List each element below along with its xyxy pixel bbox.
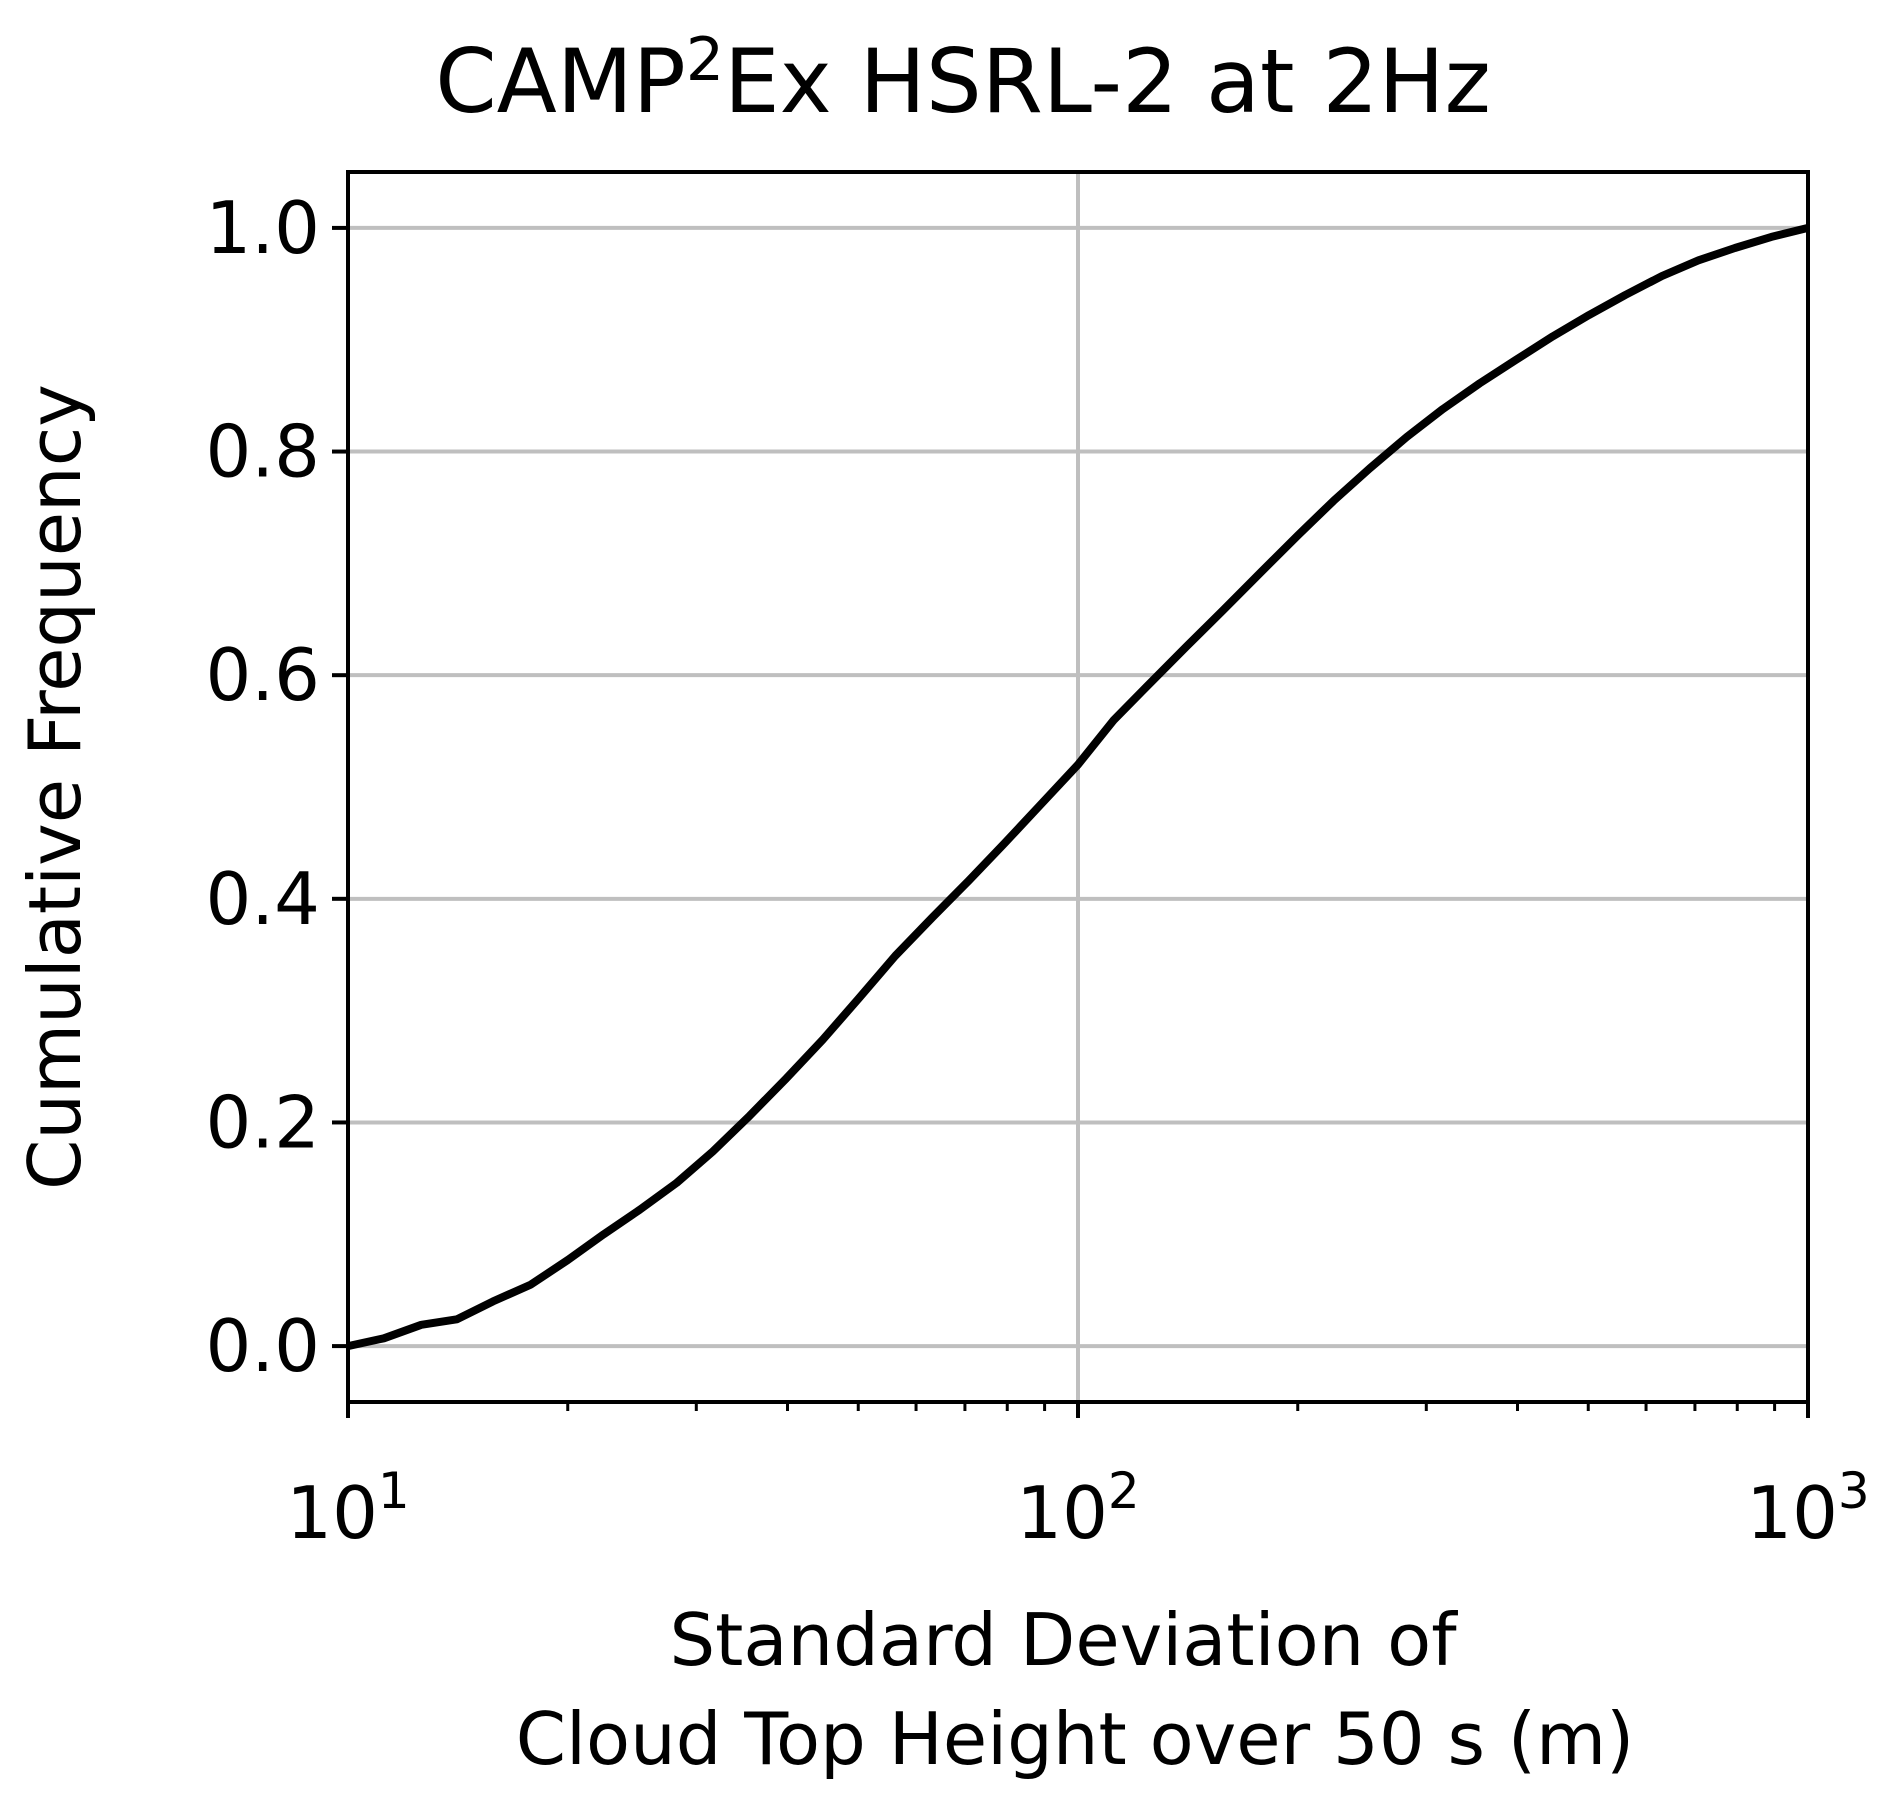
y-tick-label: 0.2	[205, 1080, 320, 1164]
y-tick-label: 0.6	[205, 633, 320, 717]
grid-lines	[346, 172, 1810, 1402]
x-axis-title-line2: Cloud Top Height over 50 s (m)	[516, 1697, 1635, 1781]
y-tick-label: 0.8	[205, 410, 320, 494]
x-tick-label: 101	[286, 1462, 409, 1555]
axis-ticks	[332, 225, 1810, 1418]
chart-title-main: CAMP	[435, 30, 686, 133]
y-tick-label: 0.0	[205, 1304, 320, 1388]
chart-title: CAMP2Ex HSRL-2 at 2Hz	[435, 25, 1491, 133]
x-tick-label: 102	[1016, 1462, 1139, 1555]
series-line	[347, 224, 1809, 1351]
x-tick-labels: 101 102 103	[286, 1462, 1869, 1555]
chart-title-rest: Ex HSRL-2 at 2Hz	[724, 30, 1491, 133]
chart-title-superscript: 2	[686, 25, 724, 95]
plot-frame	[346, 170, 1810, 1404]
y-axis-title: Cumulative Frequency	[13, 384, 97, 1190]
x-tick-label: 103	[1746, 1462, 1869, 1555]
x-axis-title-line1: Standard Deviation of	[669, 1598, 1458, 1682]
y-tick-labels: 0.0 0.2 0.4 0.6 0.8 1.0	[205, 186, 320, 1388]
y-tick-label: 0.4	[205, 857, 320, 941]
y-tick-label: 1.0	[205, 186, 320, 270]
